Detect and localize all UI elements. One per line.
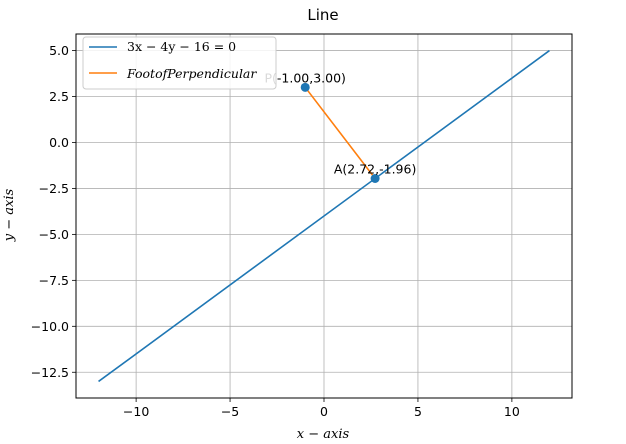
- x-tick-label: −10: [123, 404, 149, 419]
- series-foot-of-perpendicular: [304, 86, 376, 179]
- y-axis-ticks: 5.0 2.5 0.0 −2.5 −5.0 −7.5 −10.0 −12.5: [31, 43, 76, 380]
- legend-label-foot: FootofPerpendicular: [126, 66, 257, 81]
- x-tick-label: 10: [504, 404, 520, 419]
- series-line-equation: [98, 49, 550, 383]
- x-tick-label: −5: [221, 404, 239, 419]
- y-tick-label: 2.5: [49, 89, 69, 104]
- y-tick-label: −12.5: [31, 365, 69, 380]
- y-tick-label: −10.0: [31, 319, 69, 334]
- points-group: P(-1.00,3.00) A(2.72,-1.96): [264, 70, 416, 183]
- y-tick-label: −5.0: [39, 227, 69, 242]
- y-tick-label: 5.0: [49, 43, 69, 58]
- y-tick-label: −2.5: [39, 181, 69, 196]
- series-group: [98, 49, 550, 383]
- x-tick-label: 0: [320, 404, 328, 419]
- point-a-marker: [370, 173, 380, 183]
- x-axis-ticks: −10 −5 0 5 10: [123, 398, 520, 419]
- chart-title: Line: [307, 6, 338, 24]
- x-tick-label: 5: [414, 404, 422, 419]
- y-axis-label: y − axis: [2, 188, 17, 242]
- y-tick-label: −7.5: [39, 273, 69, 288]
- point-a-label: A(2.72,-1.96): [334, 161, 416, 176]
- y-tick-label: 0.0: [49, 135, 69, 150]
- legend-label-line: 3x − 4y − 16 = 0: [127, 39, 236, 54]
- legend-box: [82, 36, 277, 90]
- point-p-label: P(-1.00,3.00): [264, 70, 345, 85]
- x-axis-label: x − axis: [297, 427, 350, 442]
- legend: 3x − 4y − 16 = 0 FootofPerpendicular: [82, 36, 277, 90]
- point-p-marker: [300, 82, 310, 92]
